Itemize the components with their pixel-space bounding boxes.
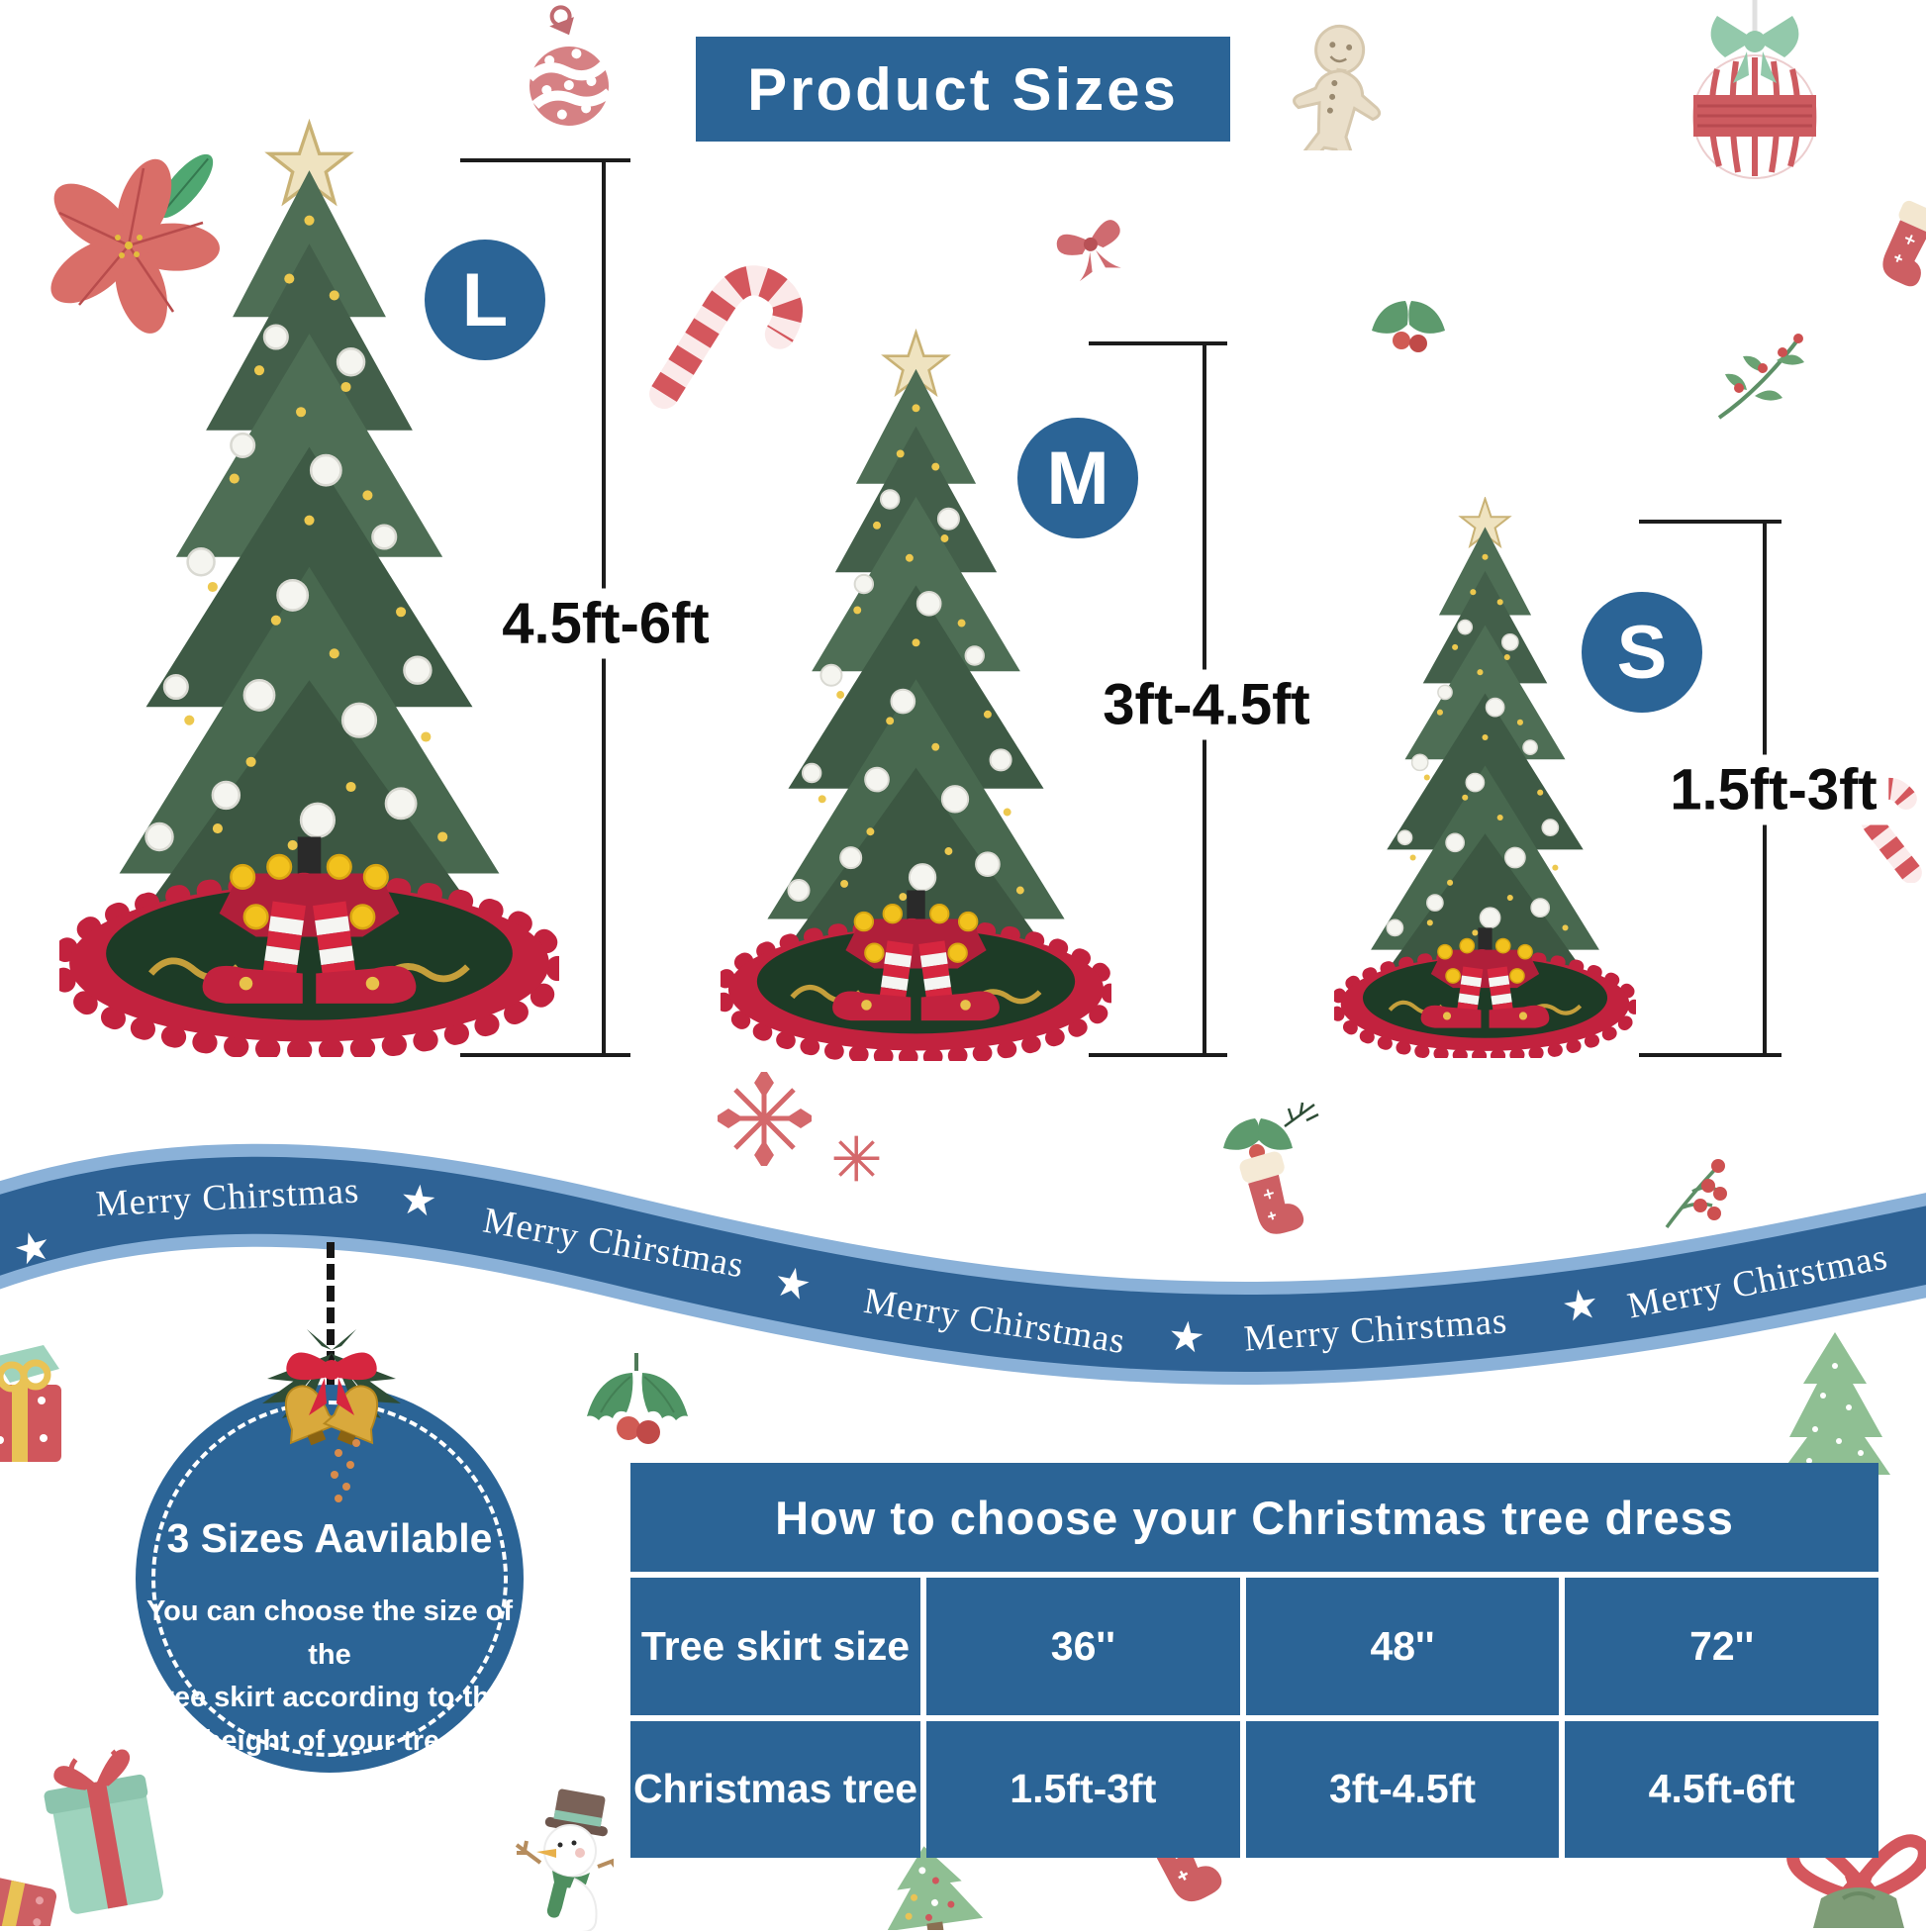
page-title: Product Sizes [696, 37, 1230, 142]
bracket-medium-top [1089, 341, 1227, 345]
table-cell: 3ft-4.5ft [1245, 1720, 1560, 1858]
height-label-medium: 3ft-4.5ft [1091, 669, 1322, 740]
table-cell: 1.5ft-3ft [926, 1720, 1240, 1858]
bracket-large-top [460, 158, 630, 162]
star-icon: ★ [1165, 1311, 1208, 1362]
table-cell: Christmas tree [630, 1720, 920, 1858]
info-badge-text: You can choose the size of the tree skir… [136, 1591, 524, 1763]
berry-sprig-icon [1717, 334, 1804, 420]
ribbon-text-4: Merry Chirstmas [1242, 1301, 1509, 1360]
size-badge-medium-label: M [1046, 435, 1109, 521]
poinsettia-icon [50, 153, 220, 334]
gingerbread-man-icon [1293, 24, 1382, 150]
star-icon: ★ [397, 1175, 440, 1225]
stocking-icon [1882, 200, 1926, 287]
bells-confetti [331, 1439, 360, 1502]
dashed-border [151, 1401, 508, 1757]
star-icon: ★ [8, 1219, 56, 1276]
christmas-bells-icon [262, 1329, 401, 1502]
size-badge-small-label: S [1616, 610, 1668, 695]
info-line-1: You can choose the size of the [145, 1595, 514, 1671]
table-cell: Tree skirt size [630, 1578, 920, 1715]
height-label-small: 1.5ft-3ft [1658, 754, 1889, 825]
info-line-2: tree skirt according to the [152, 1682, 507, 1713]
gift-box-icon [0, 1875, 57, 1926]
gold-bells [285, 1385, 378, 1446]
flat-tree-icon [887, 1846, 984, 1930]
snowflake-icon [718, 1072, 812, 1166]
table-cell: 4.5ft-6ft [1565, 1720, 1879, 1858]
size-badge-large: L [425, 240, 545, 360]
size-badge-medium: M [1017, 418, 1138, 538]
stocking-holly-icon [1223, 1102, 1319, 1234]
ribbon-text-1: Merry Chirstmas [94, 1170, 361, 1225]
hanging-ornament-bow-icon [1692, 0, 1817, 179]
snowflake-icon [833, 1135, 880, 1182]
bracket-large-bottom [460, 1053, 630, 1057]
table-row-skirt-size: Tree skirt size 36'' 48'' 72'' [630, 1578, 1879, 1715]
table-row-tree-height: Christmas tree 1.5ft-3ft 3ft-4.5ft 4.5ft… [630, 1720, 1879, 1858]
ribbon-text-2: Merry Chirstmas [480, 1200, 747, 1287]
berry-sprig-icon [1665, 1159, 1727, 1229]
star-icon: ★ [769, 1256, 816, 1310]
sizes-info-badge: 3 Sizes Aavilable You can choose the siz… [136, 1385, 524, 1773]
info-line-3: height of your tree [203, 1724, 456, 1757]
tree-small [1334, 497, 1636, 1058]
polka-ornament-icon [527, 5, 612, 126]
bracket-small-bottom [1639, 1053, 1782, 1057]
holly-berries-icon [587, 1353, 688, 1444]
size-chart-table: How to choose your Christmas tree dress … [630, 1463, 1879, 1858]
holly-berries-icon [1372, 301, 1445, 352]
ribbon-text-5: Merry Chirstmas [1624, 1236, 1891, 1327]
info-badge-title: 3 Sizes Aavilable [166, 1515, 493, 1561]
snowman-icon [515, 1788, 614, 1931]
gift-box-icon [44, 1749, 164, 1914]
gift-box-icon [0, 1345, 61, 1462]
height-label-large: 4.5ft-6ft [490, 588, 722, 659]
size-badge-small: S [1582, 592, 1702, 713]
ribbon-text-3: Merry Chirstmas [861, 1280, 1128, 1363]
star-icon: ★ [1558, 1279, 1603, 1331]
bracket-small-top [1639, 520, 1782, 524]
candy-cane-icon [649, 265, 803, 410]
bracket-medium-bottom [1089, 1053, 1227, 1057]
table-cell: 48'' [1245, 1578, 1560, 1715]
size-badge-large-label: L [461, 257, 509, 342]
table-title: How to choose your Christmas tree dress [630, 1463, 1878, 1572]
red-bow-icon [1056, 220, 1121, 282]
table-cell: 36'' [926, 1578, 1240, 1715]
table-cell: 72'' [1565, 1578, 1879, 1715]
